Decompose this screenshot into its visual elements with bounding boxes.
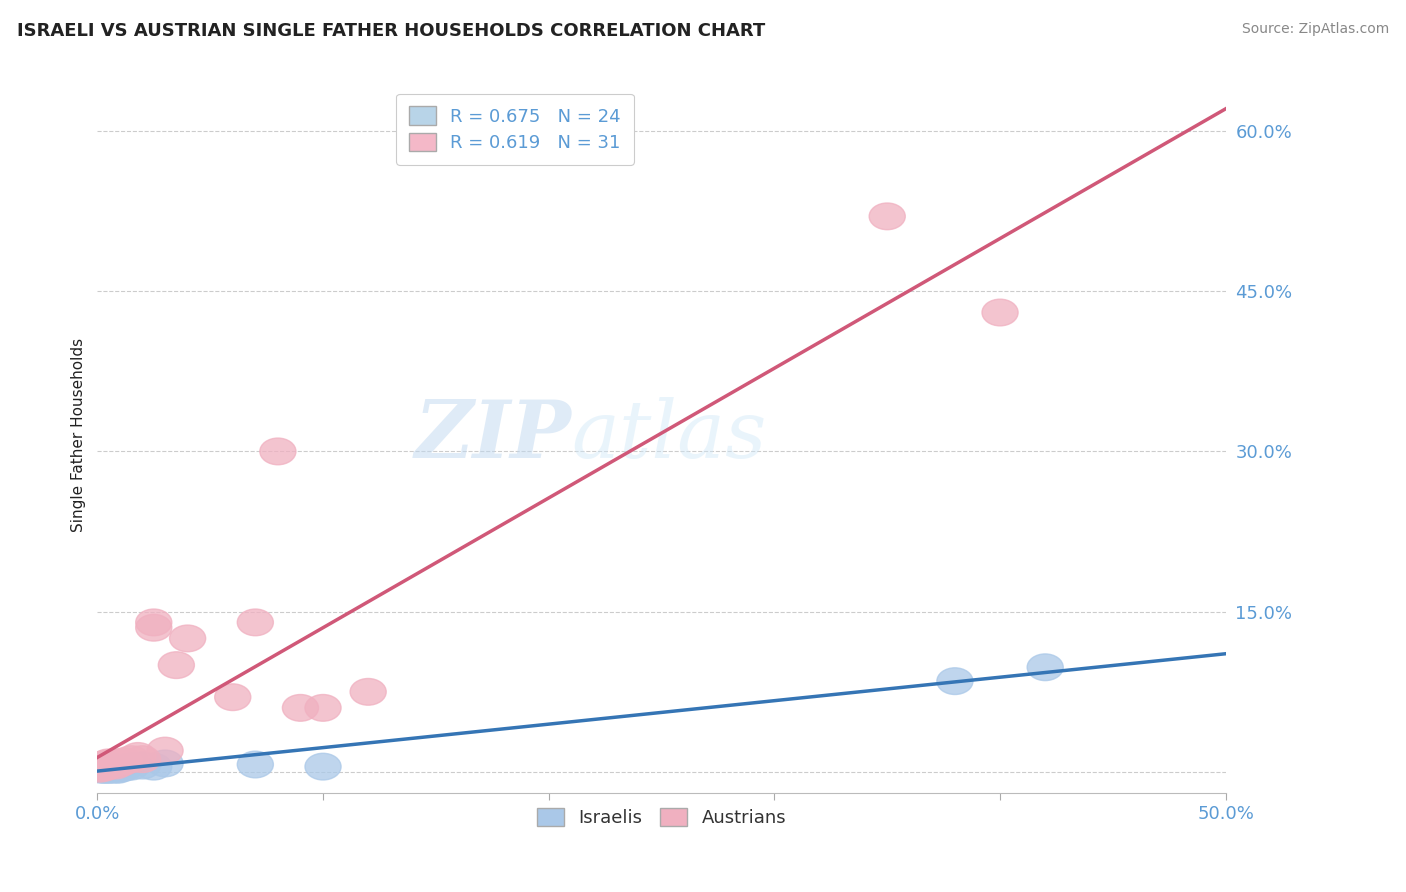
Ellipse shape: [936, 668, 973, 695]
Ellipse shape: [283, 695, 319, 722]
Ellipse shape: [125, 746, 160, 772]
Ellipse shape: [107, 747, 142, 774]
Ellipse shape: [89, 750, 125, 777]
Ellipse shape: [112, 753, 149, 780]
Ellipse shape: [136, 753, 172, 780]
Ellipse shape: [305, 753, 342, 780]
Ellipse shape: [120, 743, 156, 769]
Ellipse shape: [148, 750, 183, 777]
Ellipse shape: [86, 751, 122, 778]
Ellipse shape: [84, 753, 120, 780]
Y-axis label: Single Father Households: Single Father Households: [72, 338, 86, 533]
Ellipse shape: [100, 756, 136, 783]
Ellipse shape: [238, 751, 273, 778]
Ellipse shape: [101, 756, 138, 782]
Ellipse shape: [86, 753, 122, 780]
Text: atlas: atlas: [571, 397, 766, 475]
Ellipse shape: [93, 753, 129, 780]
Ellipse shape: [97, 755, 134, 781]
Ellipse shape: [82, 756, 118, 782]
Ellipse shape: [93, 751, 129, 778]
Ellipse shape: [238, 609, 273, 636]
Ellipse shape: [305, 695, 342, 722]
Ellipse shape: [84, 756, 120, 783]
Ellipse shape: [89, 753, 125, 780]
Ellipse shape: [981, 299, 1018, 326]
Ellipse shape: [93, 756, 129, 783]
Ellipse shape: [215, 684, 250, 711]
Ellipse shape: [159, 652, 194, 679]
Ellipse shape: [96, 756, 131, 782]
Ellipse shape: [89, 755, 125, 781]
Ellipse shape: [86, 755, 122, 781]
Ellipse shape: [350, 679, 387, 706]
Ellipse shape: [112, 746, 149, 772]
Ellipse shape: [90, 752, 127, 779]
Ellipse shape: [100, 749, 136, 776]
Ellipse shape: [90, 756, 127, 782]
Ellipse shape: [89, 756, 125, 783]
Ellipse shape: [90, 755, 127, 781]
Ellipse shape: [136, 609, 172, 636]
Ellipse shape: [96, 750, 131, 777]
Ellipse shape: [84, 752, 120, 779]
Ellipse shape: [260, 438, 295, 465]
Ellipse shape: [1028, 654, 1063, 681]
Ellipse shape: [107, 755, 142, 781]
Legend: Israelis, Austrians: Israelis, Austrians: [530, 801, 793, 834]
Ellipse shape: [101, 750, 138, 777]
Ellipse shape: [97, 752, 134, 779]
Ellipse shape: [170, 625, 205, 652]
Ellipse shape: [136, 615, 172, 641]
Text: ZIP: ZIP: [415, 397, 571, 475]
Ellipse shape: [90, 749, 127, 776]
Ellipse shape: [86, 756, 122, 782]
Text: ISRAELI VS AUSTRIAN SINGLE FATHER HOUSEHOLDS CORRELATION CHART: ISRAELI VS AUSTRIAN SINGLE FATHER HOUSEH…: [17, 22, 765, 40]
Ellipse shape: [82, 756, 118, 782]
Ellipse shape: [869, 203, 905, 230]
Ellipse shape: [125, 752, 160, 779]
Ellipse shape: [84, 755, 120, 781]
Ellipse shape: [148, 738, 183, 764]
Text: Source: ZipAtlas.com: Source: ZipAtlas.com: [1241, 22, 1389, 37]
